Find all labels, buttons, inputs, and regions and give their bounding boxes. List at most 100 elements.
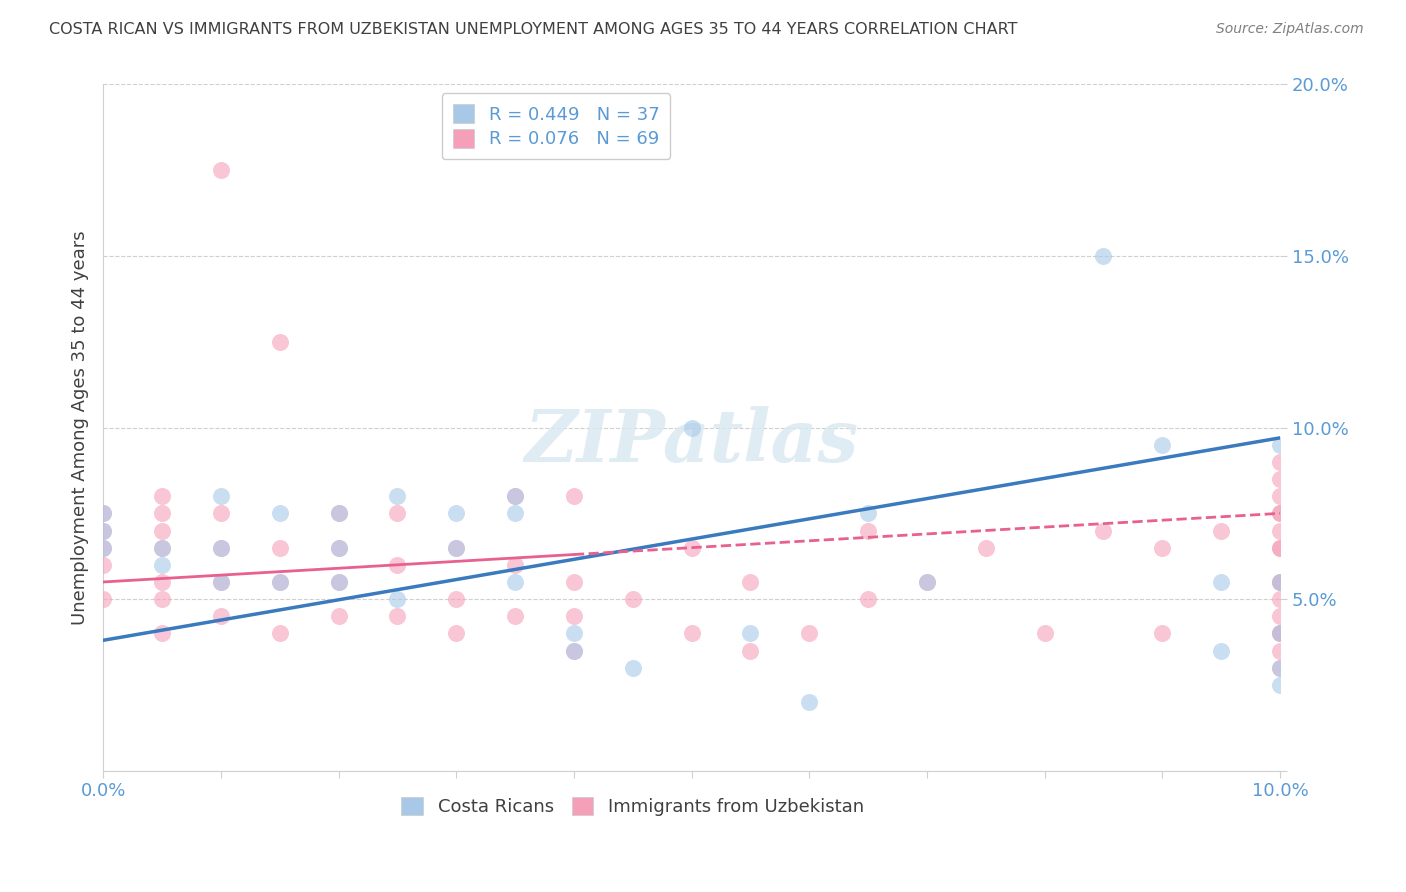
Point — [1268, 626, 1291, 640]
Point — [269, 541, 291, 555]
Point — [150, 558, 173, 572]
Point — [444, 541, 467, 555]
Point — [974, 541, 997, 555]
Point — [328, 507, 350, 521]
Point — [150, 592, 173, 607]
Point — [1268, 455, 1291, 469]
Point — [150, 489, 173, 503]
Point — [1152, 438, 1174, 452]
Point — [621, 661, 644, 675]
Text: COSTA RICAN VS IMMIGRANTS FROM UZBEKISTAN UNEMPLOYMENT AMONG AGES 35 TO 44 YEARS: COSTA RICAN VS IMMIGRANTS FROM UZBEKISTA… — [49, 22, 1018, 37]
Point — [799, 695, 821, 709]
Point — [1268, 438, 1291, 452]
Point — [269, 626, 291, 640]
Point — [444, 541, 467, 555]
Point — [856, 507, 879, 521]
Point — [1211, 524, 1233, 538]
Point — [856, 592, 879, 607]
Point — [150, 574, 173, 589]
Point — [91, 524, 114, 538]
Point — [1268, 489, 1291, 503]
Point — [209, 541, 232, 555]
Point — [1268, 574, 1291, 589]
Legend: Costa Ricans, Immigrants from Uzbekistan: Costa Ricans, Immigrants from Uzbekistan — [394, 789, 872, 823]
Point — [503, 609, 526, 624]
Point — [328, 574, 350, 589]
Point — [740, 574, 762, 589]
Point — [1268, 678, 1291, 692]
Point — [1268, 472, 1291, 486]
Point — [1152, 541, 1174, 555]
Point — [269, 574, 291, 589]
Point — [503, 558, 526, 572]
Point — [915, 574, 938, 589]
Point — [799, 626, 821, 640]
Point — [387, 489, 409, 503]
Point — [91, 507, 114, 521]
Point — [562, 609, 585, 624]
Point — [562, 626, 585, 640]
Point — [740, 626, 762, 640]
Point — [209, 507, 232, 521]
Point — [328, 507, 350, 521]
Point — [328, 609, 350, 624]
Point — [209, 541, 232, 555]
Point — [1268, 524, 1291, 538]
Point — [91, 524, 114, 538]
Point — [1268, 541, 1291, 555]
Point — [503, 489, 526, 503]
Point — [209, 609, 232, 624]
Text: ZIPatlas: ZIPatlas — [524, 406, 859, 477]
Point — [1092, 524, 1115, 538]
Point — [444, 507, 467, 521]
Point — [1268, 507, 1291, 521]
Point — [387, 609, 409, 624]
Text: Source: ZipAtlas.com: Source: ZipAtlas.com — [1216, 22, 1364, 37]
Point — [444, 626, 467, 640]
Point — [1268, 507, 1291, 521]
Point — [150, 507, 173, 521]
Point — [150, 541, 173, 555]
Point — [681, 541, 703, 555]
Point — [150, 524, 173, 538]
Point — [150, 541, 173, 555]
Point — [209, 489, 232, 503]
Point — [1268, 574, 1291, 589]
Point — [503, 507, 526, 521]
Y-axis label: Unemployment Among Ages 35 to 44 years: Unemployment Among Ages 35 to 44 years — [72, 230, 89, 625]
Point — [387, 592, 409, 607]
Point — [387, 558, 409, 572]
Point — [269, 507, 291, 521]
Point — [91, 558, 114, 572]
Point — [1268, 541, 1291, 555]
Point — [681, 626, 703, 640]
Point — [209, 163, 232, 178]
Point — [91, 507, 114, 521]
Point — [1268, 626, 1291, 640]
Point — [1268, 574, 1291, 589]
Point — [209, 574, 232, 589]
Point — [209, 574, 232, 589]
Point — [91, 541, 114, 555]
Point — [1268, 626, 1291, 640]
Point — [1268, 643, 1291, 657]
Point — [1268, 609, 1291, 624]
Point — [1033, 626, 1056, 640]
Point — [1211, 574, 1233, 589]
Point — [150, 626, 173, 640]
Point — [91, 541, 114, 555]
Point — [562, 574, 585, 589]
Point — [1268, 661, 1291, 675]
Point — [1092, 249, 1115, 263]
Point — [503, 489, 526, 503]
Point — [1268, 661, 1291, 675]
Point — [562, 489, 585, 503]
Point — [915, 574, 938, 589]
Point — [269, 574, 291, 589]
Point — [621, 592, 644, 607]
Point — [1152, 626, 1174, 640]
Point — [328, 541, 350, 555]
Point — [387, 507, 409, 521]
Point — [1211, 643, 1233, 657]
Point — [91, 592, 114, 607]
